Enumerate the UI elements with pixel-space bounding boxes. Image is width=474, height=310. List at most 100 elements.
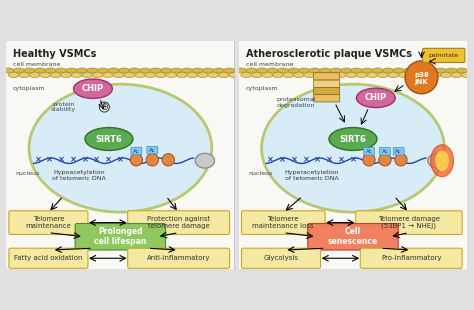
Ellipse shape [409,73,420,78]
Text: ⊕: ⊕ [100,102,109,112]
Ellipse shape [314,73,325,78]
Text: ×: × [279,155,286,164]
Text: Prolonged
cell lifespan: Prolonged cell lifespan [94,227,146,246]
Ellipse shape [202,68,214,73]
Ellipse shape [208,73,219,78]
Text: Protection against
telomere damage: Protection against telomere damage [147,216,210,229]
Text: ×: × [93,155,100,164]
Ellipse shape [3,68,14,73]
Ellipse shape [182,68,192,73]
Text: ×: × [70,155,77,164]
Text: ×: × [291,155,298,164]
FancyBboxPatch shape [423,48,465,63]
Text: Telomere damage
(53BP1 → NHEJ): Telomere damage (53BP1 → NHEJ) [378,216,440,229]
Text: cell membrane: cell membrane [13,62,60,67]
FancyBboxPatch shape [364,148,374,155]
Ellipse shape [393,68,404,73]
Ellipse shape [13,68,25,73]
Ellipse shape [134,73,145,78]
Text: Ac: Ac [365,148,372,154]
Text: Healthy VSMCs: Healthy VSMCs [13,49,96,59]
Ellipse shape [299,68,310,73]
Circle shape [379,154,391,166]
Ellipse shape [304,73,315,78]
Ellipse shape [108,68,119,73]
Text: SIRT6: SIRT6 [95,135,122,144]
Ellipse shape [213,68,224,73]
Ellipse shape [85,128,133,150]
Ellipse shape [246,68,257,73]
Ellipse shape [113,73,124,78]
FancyBboxPatch shape [241,248,320,268]
Ellipse shape [356,88,395,108]
Ellipse shape [195,153,215,168]
Ellipse shape [377,73,388,78]
Circle shape [100,102,109,112]
Ellipse shape [341,68,352,73]
FancyBboxPatch shape [356,211,462,234]
Text: Atherosclerotic plaque VSMCs: Atherosclerotic plaque VSMCs [246,49,411,59]
Ellipse shape [288,68,299,73]
Ellipse shape [18,73,30,78]
Ellipse shape [29,84,212,212]
Text: CHIP: CHIP [365,93,387,102]
Ellipse shape [197,73,208,78]
Text: Ac: Ac [149,148,155,153]
Text: Hypoacetylation
of telomeric DNA: Hypoacetylation of telomeric DNA [52,170,106,181]
Text: ×: × [58,155,65,164]
Ellipse shape [241,73,252,78]
Ellipse shape [267,68,278,73]
FancyBboxPatch shape [314,87,340,95]
Ellipse shape [383,68,393,73]
Ellipse shape [419,73,430,78]
Text: cytoplasm: cytoplasm [13,86,46,91]
FancyBboxPatch shape [308,224,398,250]
Text: Hyperacetylation
of telomeric DNA: Hyperacetylation of telomeric DNA [285,170,339,181]
Text: ×: × [267,155,274,164]
Ellipse shape [155,73,166,78]
Ellipse shape [161,68,172,73]
Ellipse shape [219,73,229,78]
Ellipse shape [309,68,320,73]
Ellipse shape [66,68,77,73]
Ellipse shape [262,84,444,212]
Text: Ac: Ac [395,148,402,154]
FancyBboxPatch shape [128,248,229,268]
Ellipse shape [256,68,267,73]
Text: ×: × [326,155,333,164]
Circle shape [363,154,375,166]
FancyBboxPatch shape [360,248,462,268]
Text: ×: × [337,155,345,164]
Text: JNK: JNK [415,79,428,85]
FancyBboxPatch shape [393,148,404,155]
Circle shape [405,61,438,94]
Ellipse shape [456,68,467,73]
Ellipse shape [98,68,109,73]
Ellipse shape [92,73,103,78]
Text: nucleus: nucleus [15,171,40,176]
FancyBboxPatch shape [241,211,325,234]
Ellipse shape [430,73,441,78]
Ellipse shape [71,73,82,78]
FancyBboxPatch shape [237,40,468,270]
Ellipse shape [346,73,357,78]
Ellipse shape [8,73,19,78]
Text: palmitate: palmitate [429,53,459,58]
Circle shape [146,154,158,166]
FancyBboxPatch shape [131,147,142,155]
Ellipse shape [229,73,240,78]
Ellipse shape [82,73,93,78]
Ellipse shape [428,153,447,168]
Ellipse shape [87,68,98,73]
Text: nucleus: nucleus [248,171,272,176]
Ellipse shape [35,68,46,73]
Ellipse shape [150,68,161,73]
Text: ×: × [82,155,89,164]
Ellipse shape [262,73,273,78]
Ellipse shape [336,73,346,78]
Ellipse shape [118,68,129,73]
Text: Pro-Inflammatory: Pro-Inflammatory [381,255,442,261]
Ellipse shape [171,68,182,73]
Text: p38: p38 [414,72,429,78]
Ellipse shape [236,68,246,73]
